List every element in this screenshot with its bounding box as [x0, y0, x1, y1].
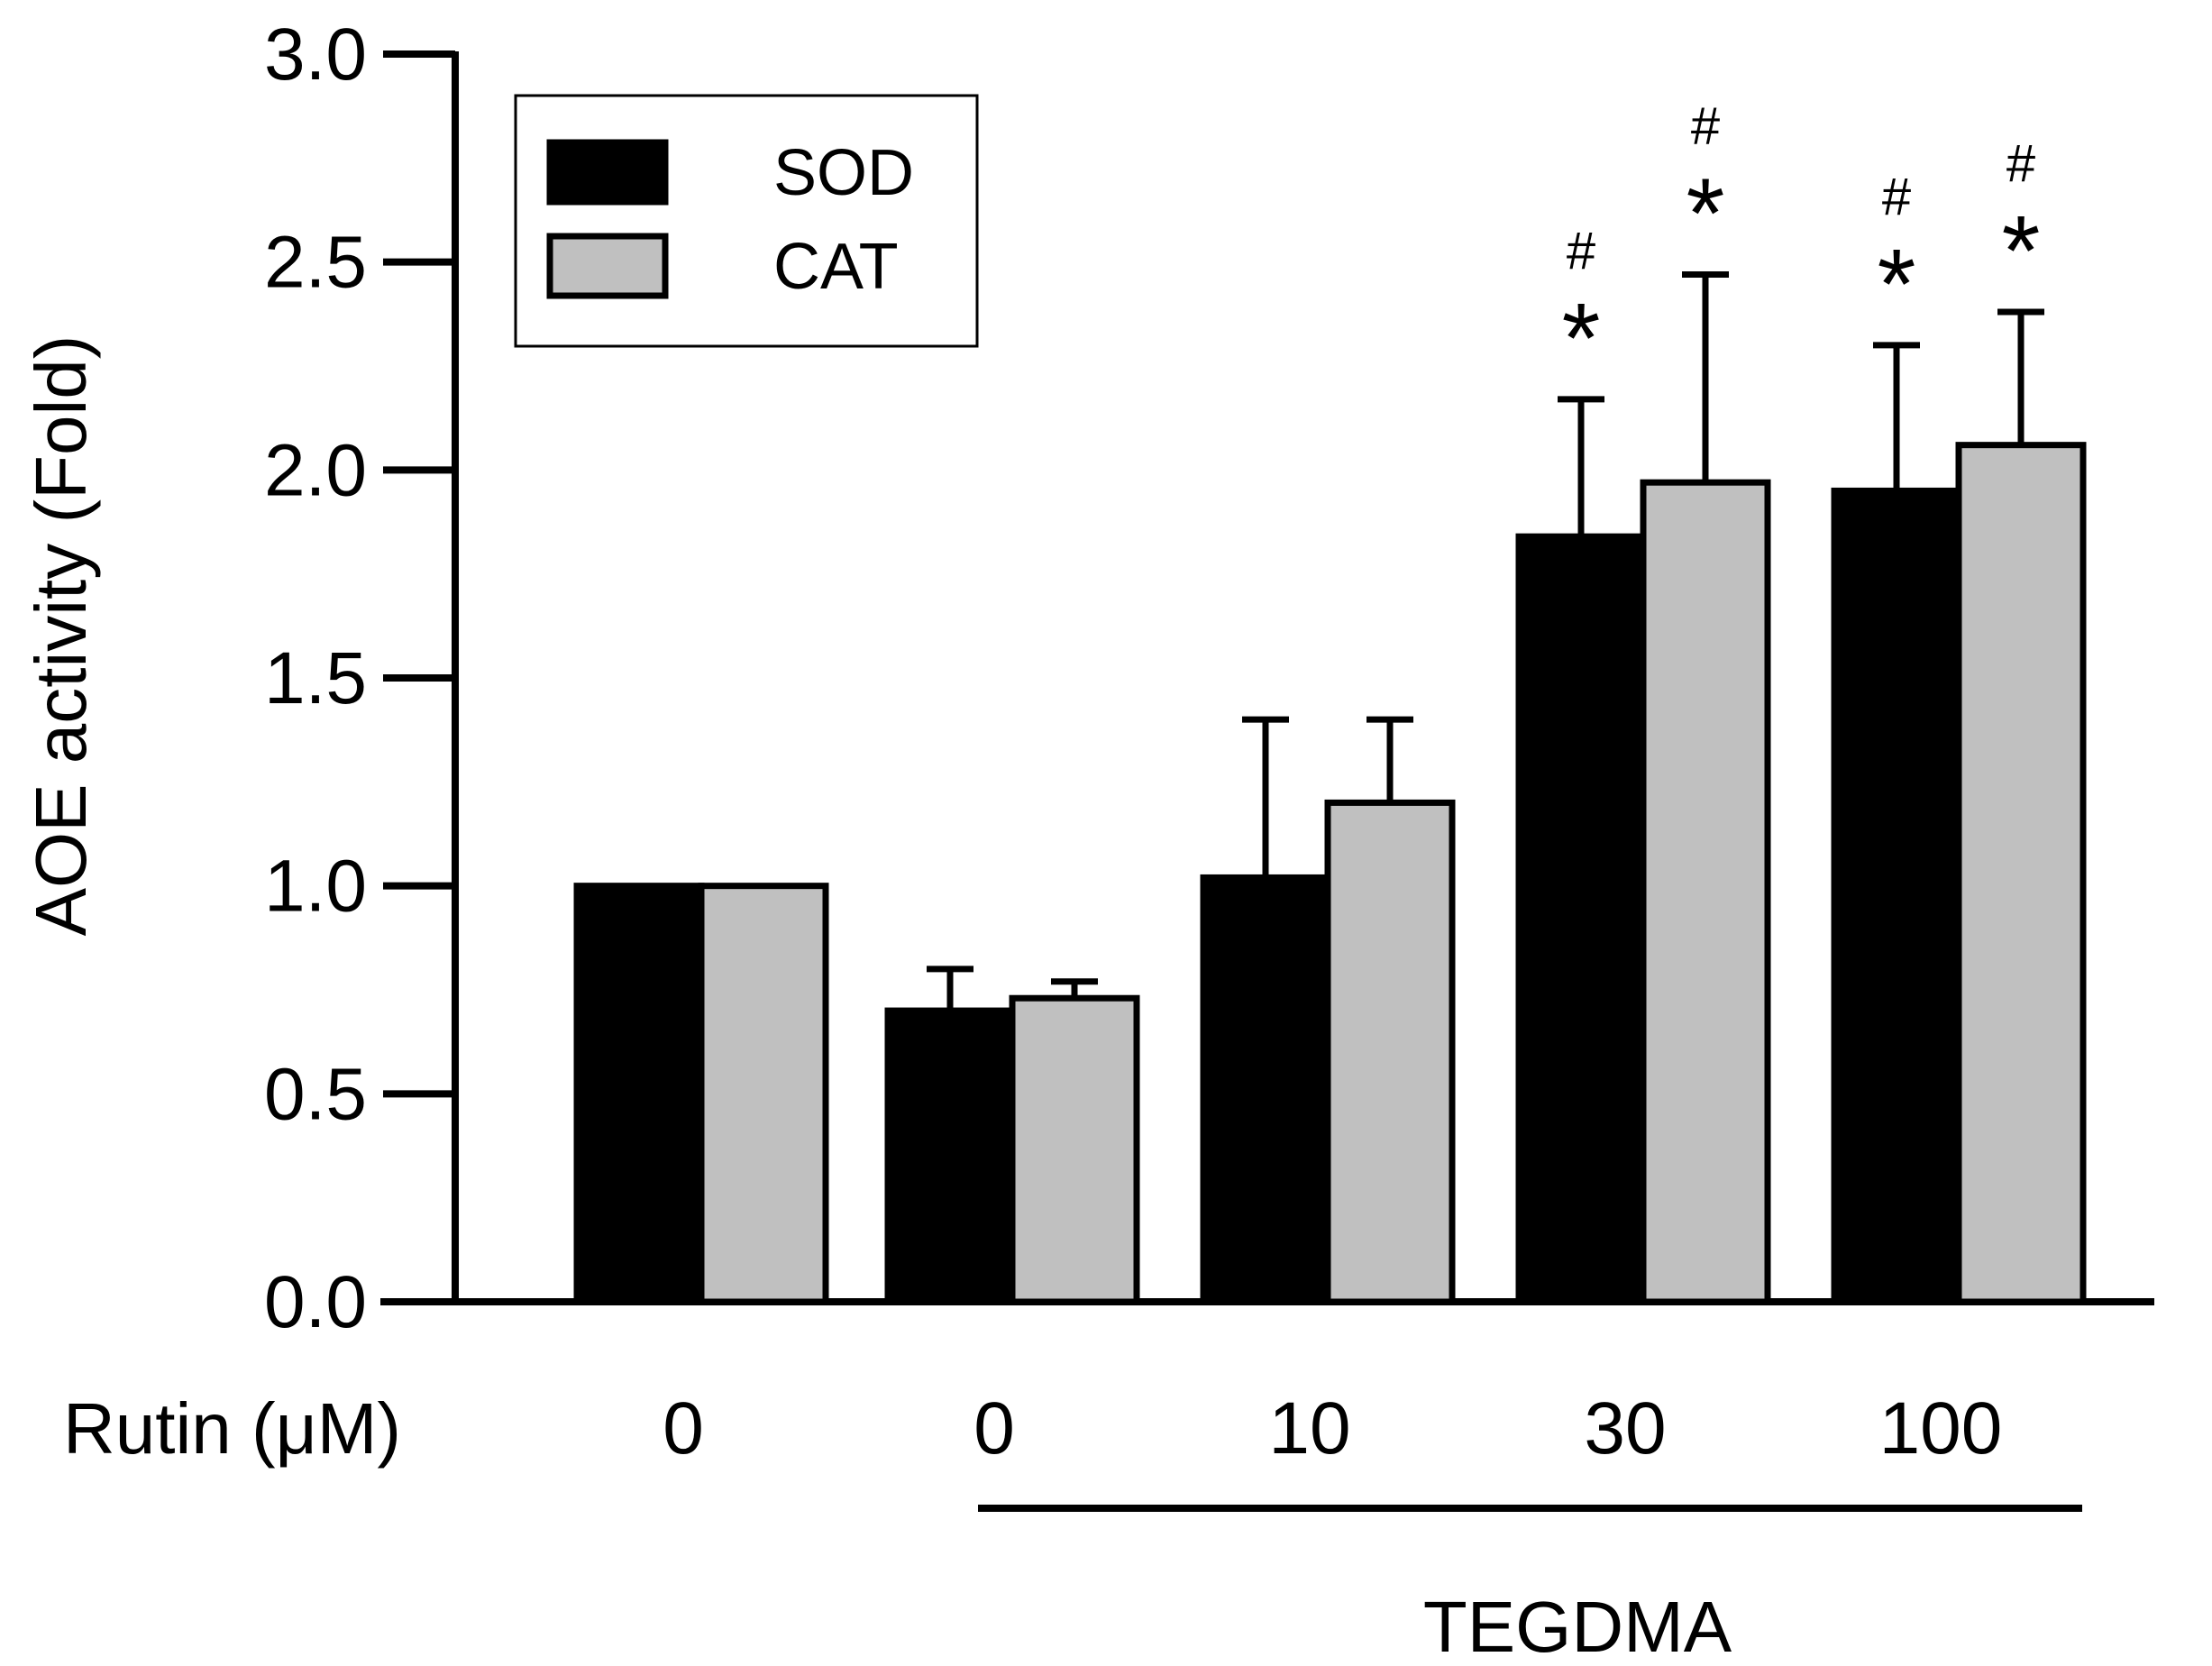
legend-swatch-cat	[546, 233, 669, 299]
y-tick-label-0.0: 0.0	[264, 1261, 367, 1343]
y-tick-label-0.5: 0.5	[264, 1053, 367, 1135]
category-label-3: 30	[1584, 1387, 1666, 1469]
y-tick-label-3.0: 3.0	[264, 14, 367, 96]
bar-sod-4	[1831, 487, 1962, 1305]
category-label-0: 0	[663, 1387, 704, 1469]
y-tick-label-2.5: 2.5	[264, 222, 367, 304]
legend-swatch-sod	[546, 139, 669, 206]
significance-star: *	[1878, 229, 1916, 340]
bar-cat-3	[1640, 479, 1771, 1305]
bar-sod-1	[884, 1007, 1016, 1305]
category-label-1: 0	[973, 1387, 1015, 1469]
significance-star: *	[1686, 159, 1725, 270]
significance-star: *	[2002, 196, 2041, 307]
y-tick-label-1.0: 1.0	[264, 846, 367, 928]
significance-hash: #	[2006, 134, 2035, 193]
bar-cat-1	[1009, 994, 1140, 1305]
y-axis-label: AOE activity (Fold)	[21, 335, 101, 937]
legend-label-sod: SOD	[773, 137, 914, 209]
group-label: TEGDMA	[1423, 1587, 1732, 1666]
legend-label-cat: CAT	[773, 231, 899, 303]
legend: SOD CAT	[514, 94, 979, 348]
significance-star: *	[1562, 283, 1601, 394]
bar-cat-0	[698, 883, 829, 1305]
y-tick-label-2.0: 2.0	[264, 429, 367, 511]
significance-hash: #	[1882, 168, 1911, 226]
x-axis-label: Rutin (μM)	[63, 1388, 401, 1469]
bar-cat-4	[1955, 442, 2087, 1305]
bar-sod-2	[1200, 874, 1331, 1305]
legend-box	[514, 94, 979, 348]
bar-sod-0	[573, 883, 705, 1305]
bar-sod-3	[1515, 533, 1647, 1305]
category-label-4: 100	[1879, 1387, 2003, 1469]
significance-hash: #	[1567, 222, 1595, 280]
category-label-2: 10	[1268, 1387, 1350, 1469]
bar-cat-2	[1324, 799, 1456, 1305]
y-tick-label-1.5: 1.5	[264, 637, 367, 719]
significance-hash: #	[1691, 97, 1720, 156]
